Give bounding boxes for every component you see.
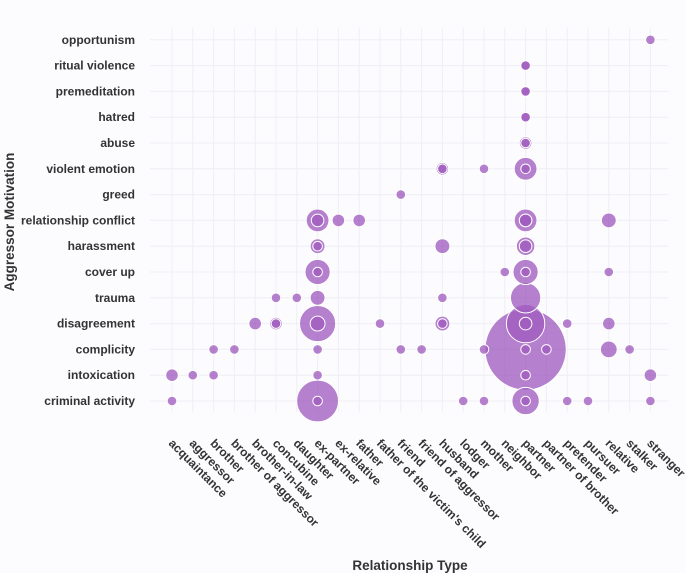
bubble[interactable]: father / relationship conflict: 2 [352,213,366,228]
bubble[interactable]: stalker / complicity: 1 [624,344,635,355]
bubble[interactable]: acquaintance / criminal activity: 1 [166,395,178,407]
bubble[interactable]: ex-partner / complicity: 1 [312,344,323,355]
bubble[interactable]: partner / harassment: 2 [518,239,533,253]
bubble[interactable]: mother / criminal activity: 1 [478,395,490,407]
bubble[interactable]: partner / trauma: 15 [509,282,542,314]
bubble[interactable]: pretender / disagreement: 1 [561,318,573,329]
bubble[interactable]: partner / criminal activity: 1 [520,395,531,407]
y-tick-label: violent emotion [46,162,135,176]
y-tick-label: relationship conflict [21,213,135,227]
y-gridlines [150,39,668,402]
bubble[interactable]: ex-partner / intoxication: 1 [312,369,323,381]
bubble[interactable]: ex-relative / relationship conflict: 2 [331,213,346,228]
y-tick-label: hatred [98,110,135,124]
bubble[interactable]: ex-partner / cover up: 1 [312,266,323,278]
bubble[interactable]: partner / relationship conflict: 2 [518,213,533,228]
bubble[interactable]: partner / cover up: 1 [520,266,531,278]
bubble[interactable]: brother-in-law / disagreement: 2 [248,316,262,331]
bubble[interactable]: partner / hatred: 1 [520,111,531,123]
bubble[interactable]: partner / violent emotion: 1 [520,163,531,175]
bubble[interactable]: concubine / disagreement: 1 [270,318,282,329]
bubble[interactable]: aggressor / intoxication: 1 [187,369,199,381]
y-tick-label: abuse [100,136,135,150]
bubble[interactable]: friend / complicity: 1 [395,344,407,355]
bubble[interactable]: brother of aggressor / complicity: 1 [229,344,240,355]
bubble[interactable]: ex-partner / relationship conflict: 2 [310,213,325,228]
bubble[interactable]: brother / complicity: 1 [208,344,219,355]
bubble[interactable]: stranger / opportunism: 1 [645,34,656,46]
bubble[interactable]: daughter / trauma: 1 [291,292,303,304]
bubble[interactable]: ex-partner / disagreement: 3 [309,315,326,332]
y-tick-label: trauma [95,291,135,305]
bubble[interactable]: mother / violent emotion: 1 [478,163,490,175]
bubble[interactable]: ex-partner / criminal activity: 1 [312,395,323,407]
bubble[interactable]: lodger / criminal activity: 1 [457,395,469,407]
bubble[interactable]: ex-partner / trauma: 3 [309,289,326,306]
bubble[interactable]: partner / complicity: 1 [520,344,531,355]
bubble[interactable]: relative / cover up: 1 [603,266,615,278]
bubble[interactable]: father of the victim's child / disagreem… [374,318,386,329]
bubble[interactable]: friend of aggressor / complicity: 1 [416,344,427,355]
bubble[interactable]: husband / violent emotion: 1 [437,163,448,175]
y-tick-label: harassment [68,239,135,253]
bubble[interactable]: relative / complicity: 4 [599,340,618,359]
y-tick-label: disagreement [57,317,135,331]
bubble[interactable]: husband / harassment: 3 [434,238,451,255]
bubble[interactable]: stranger / criminal activity: 1 [645,395,656,407]
bubble[interactable]: partner / ritual violence: 1 [520,60,531,71]
bubble[interactable]: pursuer / criminal activity: 1 [582,395,594,407]
bubble[interactable]: husband / disagreement: 1 [437,318,448,329]
y-tick-label: intoxication [68,368,135,382]
bubble[interactable]: stranger / intoxication: 2 [643,368,658,382]
bubble[interactable]: partner / intoxication: 1 [520,369,531,381]
y-tick-label: cover up [85,265,135,279]
bubble[interactable]: partner of brother / complicity: 1 [541,344,552,355]
bubble[interactable]: partner / disagreement: 2 [518,316,533,331]
bubble[interactable]: mother / complicity: 1 [478,344,490,355]
x-axis-title: Relationship Type [352,558,468,573]
y-tick-label: ritual violence [54,59,135,73]
y-tick-label: greed [102,188,135,202]
y-tick-label: complicity [76,342,136,356]
y-tick-label: premeditation [56,84,135,98]
bubble[interactable]: partner / abuse: 1 [520,137,531,149]
y-tick-labels: criminal activity intoxication complicity d… [21,33,135,408]
bubble[interactable]: relative / disagreement: 2 [602,316,616,331]
bubble[interactable]: husband / trauma: 1 [437,292,448,304]
bubble[interactable]: friend / greed: 1 [395,189,407,200]
bubble[interactable]: relative / relationship conflict: 3 [600,212,617,229]
bubble[interactable]: pretender / criminal activity: 1 [561,395,573,407]
bubbles: partner / complicity: 120ex-partner / cr… [165,34,658,423]
bubble[interactable]: partner / premeditation: 1 [520,86,531,97]
bubble[interactable]: acquaintance / intoxication: 2 [165,368,179,382]
y-tick-label: criminal activity [44,394,135,408]
y-tick-label: opportunism [62,33,135,47]
bubble[interactable]: ex-partner / harassment: 1 [312,240,323,252]
bubble[interactable]: concubine / trauma: 1 [270,292,282,304]
y-axis-title: Aggressor Motivation [2,153,17,292]
bubble[interactable]: neighbor / cover up: 1 [499,266,511,278]
bubble[interactable]: brother / intoxication: 1 [208,369,219,381]
